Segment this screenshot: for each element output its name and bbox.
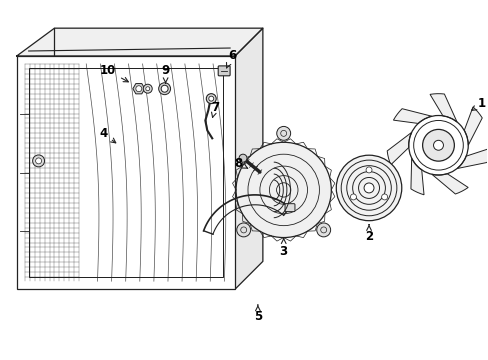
Circle shape [316, 223, 330, 237]
Text: 2: 2 [364, 225, 372, 243]
Polygon shape [393, 109, 431, 123]
Circle shape [36, 158, 41, 164]
Circle shape [236, 142, 331, 238]
Circle shape [366, 167, 371, 173]
Text: 10: 10 [100, 64, 128, 82]
Circle shape [350, 194, 356, 200]
Text: 3: 3 [279, 239, 287, 258]
Polygon shape [133, 84, 144, 94]
Polygon shape [235, 28, 263, 289]
Text: 7: 7 [211, 101, 219, 117]
FancyBboxPatch shape [285, 204, 294, 212]
Bar [17, 56, 235, 289]
Polygon shape [386, 132, 411, 165]
Circle shape [158, 83, 170, 95]
Circle shape [208, 96, 213, 101]
Polygon shape [17, 28, 263, 56]
Circle shape [433, 140, 443, 150]
Circle shape [239, 154, 246, 162]
Polygon shape [429, 94, 456, 122]
Text: 8: 8 [233, 157, 247, 170]
FancyBboxPatch shape [218, 66, 230, 76]
Circle shape [143, 84, 152, 93]
Polygon shape [431, 174, 467, 194]
Text: 9: 9 [161, 64, 169, 83]
Text: 5: 5 [253, 305, 262, 323]
Circle shape [161, 85, 168, 92]
Circle shape [276, 126, 290, 140]
Circle shape [336, 155, 401, 221]
Circle shape [33, 155, 44, 167]
Polygon shape [463, 107, 481, 145]
Circle shape [136, 86, 142, 92]
Polygon shape [456, 148, 488, 168]
Circle shape [236, 223, 250, 237]
Text: 6: 6 [226, 49, 236, 68]
Text: 1: 1 [471, 97, 485, 111]
Circle shape [364, 183, 373, 193]
Polygon shape [410, 158, 423, 195]
Circle shape [422, 129, 453, 161]
Circle shape [206, 94, 216, 104]
Circle shape [381, 194, 387, 200]
Bar [29, 68, 223, 277]
Circle shape [145, 87, 149, 91]
Text: 4: 4 [99, 127, 116, 143]
